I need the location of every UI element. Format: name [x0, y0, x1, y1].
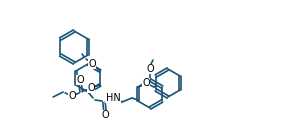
Text: O: O — [68, 91, 76, 101]
Text: O: O — [88, 59, 96, 69]
Text: O: O — [101, 110, 109, 120]
Text: O: O — [76, 75, 84, 85]
Text: O: O — [142, 78, 150, 88]
Text: O: O — [146, 64, 154, 74]
Text: O: O — [87, 83, 95, 93]
Text: HN: HN — [106, 93, 120, 103]
